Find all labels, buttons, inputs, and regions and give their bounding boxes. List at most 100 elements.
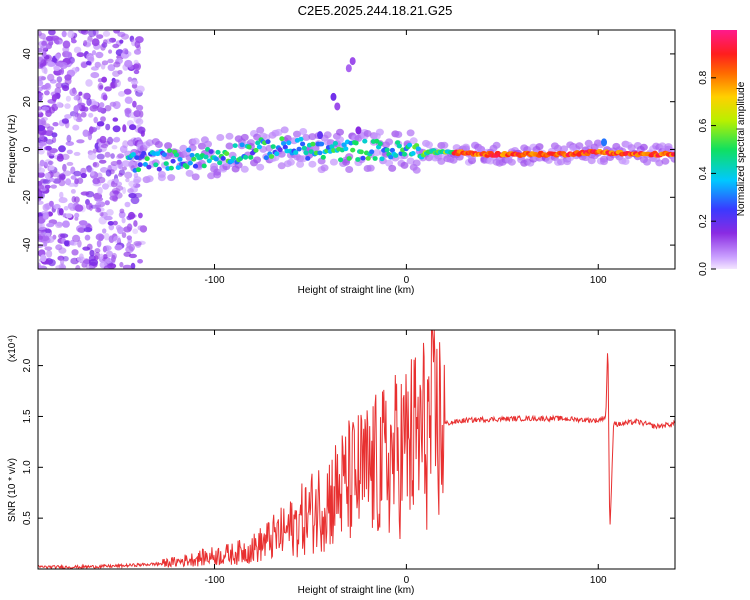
noise-blob <box>42 212 49 220</box>
ridge-blob <box>374 138 380 144</box>
halo-blob <box>216 134 225 141</box>
noise-blob <box>38 200 44 205</box>
halo-blob <box>406 129 415 137</box>
noise-blob <box>56 101 63 108</box>
ridge-blob <box>396 143 402 149</box>
noise-blob <box>89 265 94 269</box>
halo-blob <box>440 141 449 149</box>
halo-blob <box>124 171 133 179</box>
noise-blob <box>59 62 68 69</box>
halo-blob <box>320 164 329 172</box>
noise-blob <box>87 56 95 62</box>
ridge-blob <box>141 150 147 156</box>
noise-blob <box>107 58 114 64</box>
halo-blob <box>345 166 354 173</box>
noise-blob <box>112 43 120 49</box>
ridge-blob <box>384 147 390 153</box>
noise-blob <box>132 228 139 235</box>
noise-blob <box>56 76 63 83</box>
noise-blob <box>74 178 79 185</box>
halo-blob <box>210 162 219 170</box>
ridge-blob <box>369 149 375 155</box>
noise-blob <box>73 170 82 177</box>
noise-blob <box>65 178 72 186</box>
ridge-blob <box>144 156 150 162</box>
noise-blob <box>99 102 105 108</box>
noise-blob <box>99 135 107 144</box>
noise-blob <box>130 262 136 269</box>
ridge-blob <box>346 156 352 161</box>
noise-blob <box>133 241 142 246</box>
halo-blob <box>127 139 136 147</box>
halo-blob <box>336 128 344 136</box>
ridge-blob <box>246 144 252 150</box>
spectrogram-ytick-label: 20 <box>22 96 33 108</box>
noise-blob <box>38 62 44 69</box>
noise-blob <box>104 151 111 158</box>
halo-blob <box>409 137 418 145</box>
ridge-blob <box>389 147 395 153</box>
noise-blob <box>65 51 72 58</box>
noise-blob <box>122 166 127 171</box>
noise-blob <box>41 116 48 122</box>
spectrogram-ytick-label: -20 <box>22 190 33 205</box>
ridge-blob <box>329 144 335 150</box>
noise-blob <box>113 61 121 68</box>
halo-blob <box>197 142 206 150</box>
halo-blob <box>240 165 249 173</box>
noise-blob <box>115 185 124 191</box>
noise-blob <box>64 240 70 247</box>
ridge-blob <box>135 167 142 173</box>
ridge-blob <box>146 164 152 170</box>
noise-blob <box>78 220 88 226</box>
noise-blob <box>110 153 115 159</box>
noise-blob <box>62 256 69 262</box>
ridge-blob <box>134 155 140 161</box>
noise-blob <box>64 114 72 119</box>
ridge-blob <box>279 136 285 142</box>
noise-blob <box>45 139 54 145</box>
ridge-blob <box>217 160 223 166</box>
noise-blob <box>137 126 146 134</box>
halo-blob <box>655 159 664 167</box>
noise-blob <box>102 228 107 234</box>
noise-blob <box>103 215 113 221</box>
ridge-blob <box>372 156 378 161</box>
halo-blob <box>661 157 670 165</box>
noise-blob <box>110 161 119 166</box>
ridge-blob <box>365 156 371 161</box>
ridge-blob <box>213 156 219 162</box>
noise-blob <box>38 167 46 174</box>
noise-blob <box>86 165 93 173</box>
halo-blob <box>286 158 295 166</box>
noise-blob <box>80 172 87 179</box>
noise-blob <box>55 82 64 89</box>
halo-blob <box>213 168 222 176</box>
noise-blob <box>96 121 105 127</box>
noise-blob <box>109 81 118 89</box>
halo-blob <box>225 132 234 140</box>
ridge-blob <box>282 144 288 150</box>
ridge-blob <box>401 151 408 157</box>
halo-blob <box>191 173 200 181</box>
noise-blob <box>94 196 104 202</box>
ridge-blob <box>215 149 221 155</box>
noise-blob <box>99 212 104 217</box>
ridge-blob <box>332 141 338 146</box>
noise-blob <box>71 39 77 44</box>
noise-blob <box>103 233 110 241</box>
ridge-blob <box>184 164 190 170</box>
noise-blob <box>107 64 116 72</box>
noise-blob <box>38 75 46 81</box>
noise-blob <box>59 191 64 199</box>
noise-blob <box>127 188 134 194</box>
feature-blob <box>355 126 362 135</box>
halo-blob <box>308 160 317 168</box>
noise-blob <box>94 248 101 254</box>
halo-blob <box>283 135 292 142</box>
ridge-blob <box>220 156 226 161</box>
feature-blob <box>601 138 608 147</box>
ridge-blob <box>191 156 197 162</box>
noise-blob <box>73 112 78 121</box>
noise-blob <box>124 59 133 68</box>
